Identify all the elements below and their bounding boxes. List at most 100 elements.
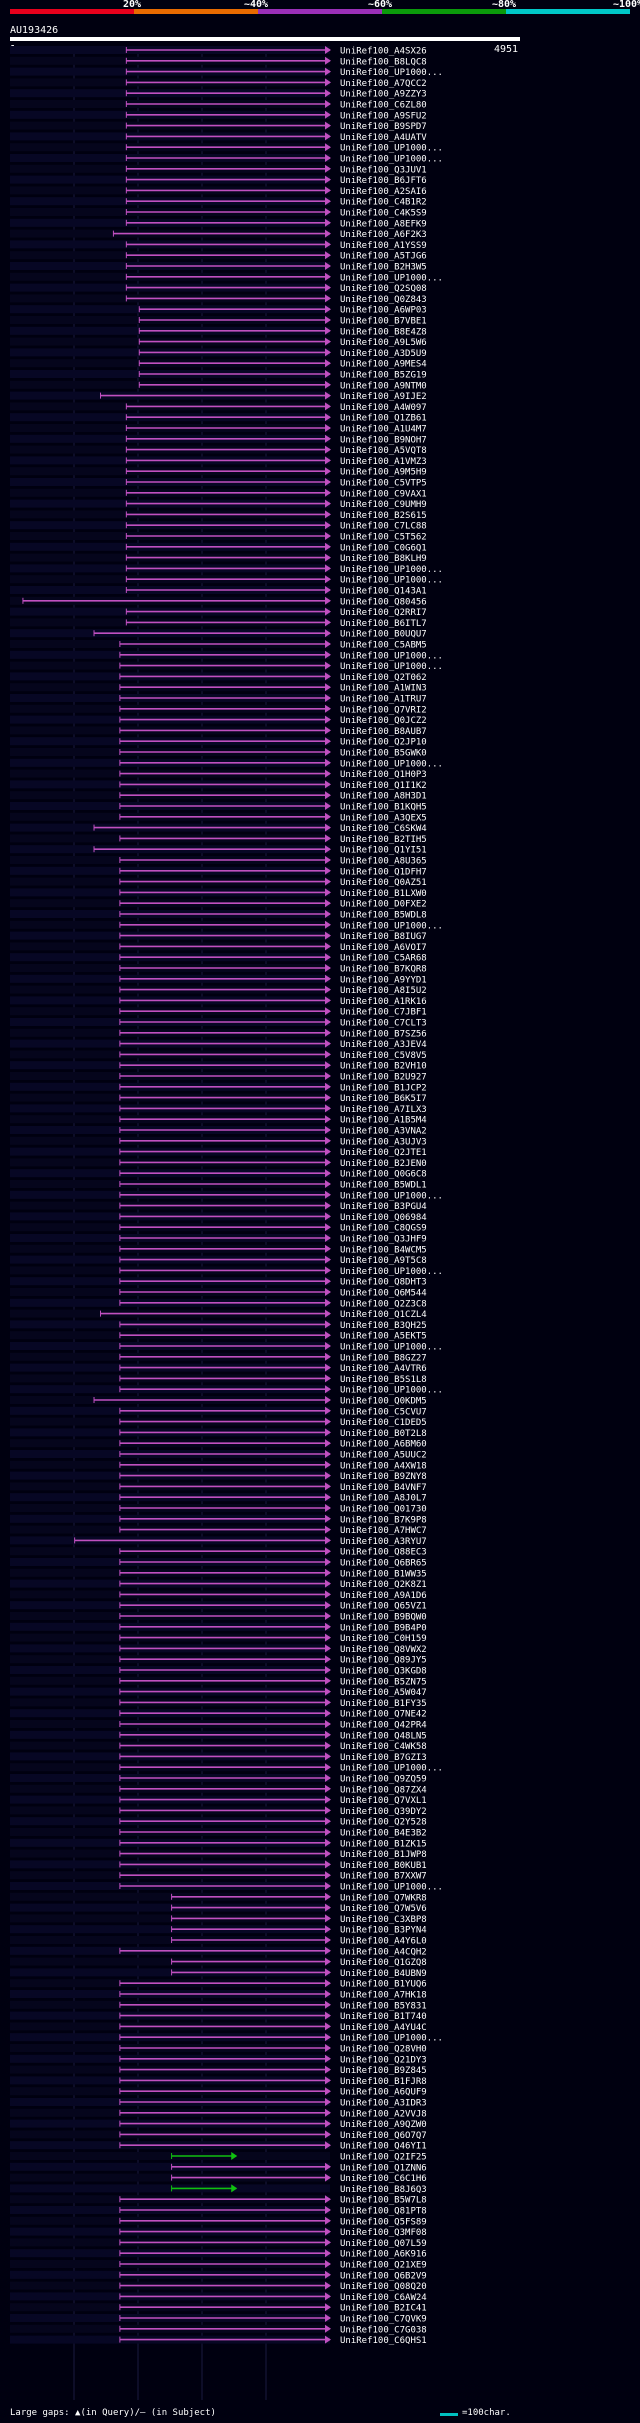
hit-label[interactable]: UniRef100_B8IUG7 xyxy=(340,932,427,942)
hit-label[interactable]: UniRef100_C5ABM5 xyxy=(340,641,427,651)
hit-label[interactable]: UniRef100_C5CVU7 xyxy=(340,1407,427,1417)
hit-label[interactable]: UniRef100_B3QH25 xyxy=(340,1321,427,1331)
hit-label[interactable]: UniRef100_Q0KDM5 xyxy=(340,1397,427,1407)
hit-label[interactable]: UniRef100_Q3MF08 xyxy=(340,2228,427,2238)
hit-label[interactable]: UniRef100_A8EFK9 xyxy=(340,219,427,229)
hit-label[interactable]: UniRef100_C4K5S9 xyxy=(340,209,427,219)
hit-label[interactable]: UniRef100_UP1000... xyxy=(340,68,443,78)
hit-label[interactable]: UniRef100_B9B4P0 xyxy=(340,1623,427,1633)
hit-label[interactable]: UniRef100_A6F2K3 xyxy=(340,230,427,240)
hit-label[interactable]: UniRef100_Q2Z3C8 xyxy=(340,1299,427,1309)
hit-label[interactable]: UniRef100_A5W047 xyxy=(340,1688,427,1698)
hit-label[interactable]: UniRef100_A4CQH2 xyxy=(340,1947,427,1957)
hit-label[interactable]: UniRef100_C9VAX1 xyxy=(340,489,427,499)
hit-label[interactable]: UniRef100_Q7W5V6 xyxy=(340,1904,427,1914)
hit-label[interactable]: UniRef100_UP1000... xyxy=(340,1191,443,1201)
hit-label[interactable]: UniRef100_B0KUB1 xyxy=(340,1861,427,1871)
hit-label[interactable]: UniRef100_B1FJR8 xyxy=(340,2077,427,2087)
hit-label[interactable]: UniRef100_B4VNF7 xyxy=(340,1483,427,1493)
hit-label[interactable]: UniRef100_Q48LN5 xyxy=(340,1731,427,1741)
hit-label[interactable]: UniRef100_B9SPD7 xyxy=(340,122,427,132)
hit-label[interactable]: UniRef100_Q42PR4 xyxy=(340,1721,427,1731)
hit-label[interactable]: UniRef100_Q80456 xyxy=(340,597,427,607)
hit-label[interactable]: UniRef100_Q01730 xyxy=(340,1505,427,1515)
hit-label[interactable]: UniRef100_Q9ZQ59 xyxy=(340,1775,427,1785)
hit-label[interactable]: UniRef100_A1WIN3 xyxy=(340,684,427,694)
hit-label[interactable]: UniRef100_B2U927 xyxy=(340,1073,427,1083)
hit-label[interactable]: UniRef100_A3QEX5 xyxy=(340,813,427,823)
hit-label[interactable]: UniRef100_B1YUQ6 xyxy=(340,1980,427,1990)
hit-label[interactable]: UniRef100_B1JCP2 xyxy=(340,1083,427,1093)
hit-label[interactable]: UniRef100_A7ILX3 xyxy=(340,1105,427,1115)
hit-label[interactable]: UniRef100_Q2RRI7 xyxy=(340,608,427,618)
hit-label[interactable]: UniRef100_UP1000... xyxy=(340,759,443,769)
hit-label[interactable]: UniRef100_B6JFT6 xyxy=(340,176,427,186)
hit-label[interactable]: UniRef100_Q21DY3 xyxy=(340,2055,427,2065)
hit-label[interactable]: UniRef100_Q1YI51 xyxy=(340,846,427,856)
hit-label[interactable]: UniRef100_A9NTM0 xyxy=(340,381,427,391)
hit-label[interactable]: UniRef100_B5ZN75 xyxy=(340,1677,427,1687)
hit-label[interactable]: UniRef100_UP1000... xyxy=(340,144,443,154)
hit-label[interactable]: UniRef100_Q1DFH7 xyxy=(340,867,427,877)
hit-label[interactable]: UniRef100_A3D5U9 xyxy=(340,349,427,359)
hit-label[interactable]: UniRef100_B4E3B2 xyxy=(340,1829,427,1839)
hit-label[interactable]: UniRef100_A3RYU7 xyxy=(340,1537,427,1547)
hit-label[interactable]: UniRef100_A4YU4C xyxy=(340,2023,427,2033)
hit-label[interactable]: UniRef100_A5VQT8 xyxy=(340,446,427,456)
hit-label[interactable]: UniRef100_B5ZG19 xyxy=(340,371,427,381)
hit-label[interactable]: UniRef100_UP1000... xyxy=(340,1267,443,1277)
hit-label[interactable]: UniRef100_C6C1H6 xyxy=(340,2174,427,2184)
hit-label[interactable]: UniRef100_A2VVJ8 xyxy=(340,2109,427,2119)
hit-label[interactable]: UniRef100_UP1000... xyxy=(340,921,443,931)
hit-label[interactable]: UniRef100_Q7WKR8 xyxy=(340,1893,427,1903)
hit-label[interactable]: UniRef100_Q46YI1 xyxy=(340,2142,427,2152)
hit-label[interactable]: UniRef100_B8KLH9 xyxy=(340,554,427,564)
hit-label[interactable]: UniRef100_C5AR68 xyxy=(340,954,427,964)
hit-label[interactable]: UniRef100_C5V8V5 xyxy=(340,1051,427,1061)
hit-label[interactable]: UniRef100_B4WCM5 xyxy=(340,1245,427,1255)
hit-label[interactable]: UniRef100_B1FY35 xyxy=(340,1699,427,1709)
hit-label[interactable]: UniRef100_A5UUC2 xyxy=(340,1451,427,1461)
hit-label[interactable]: UniRef100_Q0AZ51 xyxy=(340,878,427,888)
hit-label[interactable]: UniRef100_UP1000... xyxy=(340,565,443,575)
hit-label[interactable]: UniRef100_Q07L59 xyxy=(340,2239,427,2249)
hit-label[interactable]: UniRef100_B2JEN0 xyxy=(340,1159,427,1169)
hit-label[interactable]: UniRef100_B5Y831 xyxy=(340,2001,427,2011)
hit-label[interactable]: UniRef100_A4W097 xyxy=(340,403,427,413)
hit-label[interactable]: UniRef100_B7GZI3 xyxy=(340,1753,427,1763)
hit-label[interactable]: UniRef100_A5EKT5 xyxy=(340,1332,427,1342)
hit-label[interactable]: UniRef100_B6K5I7 xyxy=(340,1094,427,1104)
hit-label[interactable]: UniRef100_A3JEV4 xyxy=(340,1040,427,1050)
hit-label[interactable]: UniRef100_Q87ZX4 xyxy=(340,1785,427,1795)
hit-label[interactable]: UniRef100_B5S1L8 xyxy=(340,1375,427,1385)
hit-label[interactable]: UniRef100_B8GZ27 xyxy=(340,1353,427,1363)
hit-label[interactable]: UniRef100_B8AUB7 xyxy=(340,727,427,737)
hit-label[interactable]: UniRef100_B8E4Z8 xyxy=(340,327,427,337)
hit-label[interactable]: UniRef100_C6QHS1 xyxy=(340,2336,427,2346)
hit-label[interactable]: UniRef100_A1YSS9 xyxy=(340,241,427,251)
hit-label[interactable]: UniRef100_Q0G6C8 xyxy=(340,1170,427,1180)
hit-label[interactable]: UniRef100_A3UJV3 xyxy=(340,1137,427,1147)
hit-label[interactable]: UniRef100_A7QCC2 xyxy=(340,79,427,89)
hit-label[interactable]: UniRef100_A4VTR6 xyxy=(340,1364,427,1374)
hit-label[interactable]: UniRef100_A4SX26 xyxy=(340,47,427,57)
hit-label[interactable]: UniRef100_A9IJE2 xyxy=(340,392,427,402)
hit-label[interactable]: UniRef100_C8QGS9 xyxy=(340,1224,427,1234)
hit-label[interactable]: UniRef100_B0T2L8 xyxy=(340,1429,427,1439)
hit-label[interactable]: UniRef100_C4B1R2 xyxy=(340,198,427,208)
hit-label[interactable]: UniRef100_A9L5W6 xyxy=(340,338,427,348)
hit-label[interactable]: UniRef100_UP1000... xyxy=(340,1343,443,1353)
hit-label[interactable]: UniRef100_A1VMZ3 xyxy=(340,457,427,467)
hit-label[interactable]: UniRef100_C6AW24 xyxy=(340,2293,427,2303)
hit-label[interactable]: UniRef100_B3PGU4 xyxy=(340,1202,427,1212)
hit-label[interactable]: UniRef100_Q143A1 xyxy=(340,587,427,597)
hit-label[interactable]: UniRef100_UP1000... xyxy=(340,2034,443,2044)
hit-label[interactable]: UniRef100_UP1000... xyxy=(340,1386,443,1396)
hit-label[interactable]: UniRef100_B0UQU7 xyxy=(340,630,427,640)
hit-label[interactable]: UniRef100_A6BM60 xyxy=(340,1440,427,1450)
hit-label[interactable]: UniRef100_B1T740 xyxy=(340,2012,427,2022)
hit-label[interactable]: UniRef100_B4UBN9 xyxy=(340,1969,427,1979)
hit-label[interactable]: UniRef100_Q8VWX2 xyxy=(340,1645,427,1655)
hit-label[interactable]: UniRef100_B9BQW0 xyxy=(340,1613,427,1623)
hit-label[interactable]: UniRef100_A1TRU7 xyxy=(340,695,427,705)
